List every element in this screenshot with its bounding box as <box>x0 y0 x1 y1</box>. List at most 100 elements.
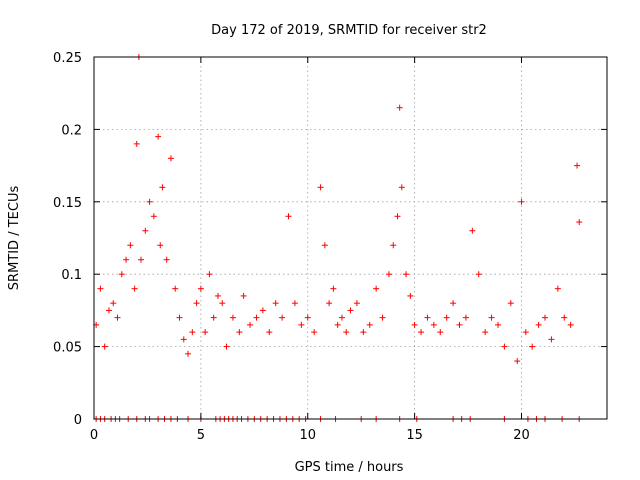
data-point <box>97 285 104 292</box>
data-point <box>394 213 401 220</box>
data-point <box>514 358 521 365</box>
data-point <box>443 314 450 321</box>
data-point <box>501 343 508 350</box>
data-point <box>279 314 286 321</box>
data-point <box>157 242 164 249</box>
data-point <box>507 300 514 307</box>
data-point <box>189 329 196 336</box>
data-point <box>127 242 134 249</box>
data-point <box>456 321 463 328</box>
x-tick-label: 10 <box>299 428 316 443</box>
data-point <box>561 314 568 321</box>
data-point <box>180 336 187 343</box>
data-point <box>229 314 236 321</box>
data-point <box>285 213 292 220</box>
x-tick-label: 5 <box>197 428 205 443</box>
data-point <box>118 271 125 278</box>
data-point <box>366 321 373 328</box>
data-point <box>353 300 360 307</box>
data-point <box>311 329 318 336</box>
data-point <box>131 285 138 292</box>
data-point <box>110 300 117 307</box>
data-point <box>114 314 121 321</box>
data-point <box>482 329 489 336</box>
data-point <box>462 314 469 321</box>
data-point <box>105 307 112 314</box>
x-tick-label: 20 <box>513 428 530 443</box>
data-point <box>347 307 354 314</box>
y-tick-label: 0 <box>74 413 82 428</box>
data-point <box>469 227 476 234</box>
data-point <box>163 256 170 263</box>
data-point <box>272 300 279 307</box>
y-tick-label: 0.25 <box>53 51 82 66</box>
data-point <box>176 314 183 321</box>
data-point <box>430 321 437 328</box>
y-tick-label: 0.2 <box>61 123 82 138</box>
data-point <box>390 242 397 249</box>
data-point <box>535 321 542 328</box>
data-point <box>398 184 405 191</box>
data-point <box>450 300 457 307</box>
data-point <box>223 343 230 350</box>
data-point <box>146 198 153 205</box>
data-point <box>488 314 495 321</box>
data-point <box>185 350 192 357</box>
data-point <box>373 285 380 292</box>
y-tick-labels: 0 0.05 0.1 0.15 0.2 0.25 <box>53 51 82 428</box>
data-point <box>193 300 200 307</box>
data-point <box>197 285 204 292</box>
data-point <box>330 285 337 292</box>
data-point <box>385 271 392 278</box>
data-point <box>396 104 403 111</box>
x-tick-label: 0 <box>90 428 98 443</box>
data-point <box>210 314 217 321</box>
data-point <box>343 329 350 336</box>
data-point <box>101 343 108 350</box>
data-point <box>548 336 555 343</box>
data-point <box>360 329 367 336</box>
data-point <box>424 314 431 321</box>
y-tick-label: 0.1 <box>61 268 82 283</box>
data-point <box>494 321 501 328</box>
data-point <box>214 292 221 299</box>
data-point <box>253 314 260 321</box>
y-tick-label: 0.05 <box>53 341 82 356</box>
data-point <box>298 321 305 328</box>
data-point <box>522 329 529 336</box>
data-point <box>206 271 213 278</box>
data-point <box>219 300 226 307</box>
data-point <box>326 300 333 307</box>
plot-area-frame <box>93 56 608 420</box>
data-point <box>155 133 162 140</box>
data-point <box>403 271 410 278</box>
data-point <box>518 198 525 205</box>
data-point <box>266 329 273 336</box>
data-point <box>475 271 482 278</box>
x-tick-labels: 0 5 10 15 20 <box>90 428 530 443</box>
data-point <box>159 184 166 191</box>
data-point <box>133 140 140 147</box>
y-tick-label: 0.15 <box>53 196 82 211</box>
data-point <box>334 321 341 328</box>
data-point <box>567 321 574 328</box>
data-point <box>247 321 254 328</box>
data-point <box>407 292 414 299</box>
x-axis-label: GPS time / hours <box>295 460 404 475</box>
data-point <box>542 314 549 321</box>
data-point <box>236 329 243 336</box>
data-point <box>240 292 247 299</box>
data-point <box>418 329 425 336</box>
data-points <box>93 54 583 422</box>
chart-title: Day 172 of 2019, SRMTID for receiver str… <box>211 23 487 38</box>
data-point <box>172 285 179 292</box>
data-point <box>304 314 311 321</box>
data-point <box>379 314 386 321</box>
y-axis-label: SRMTID / TECUs <box>7 186 22 291</box>
axis-ticks <box>93 56 607 420</box>
data-point <box>150 213 157 220</box>
data-point <box>202 329 209 336</box>
data-point <box>291 300 298 307</box>
data-point <box>321 242 328 249</box>
